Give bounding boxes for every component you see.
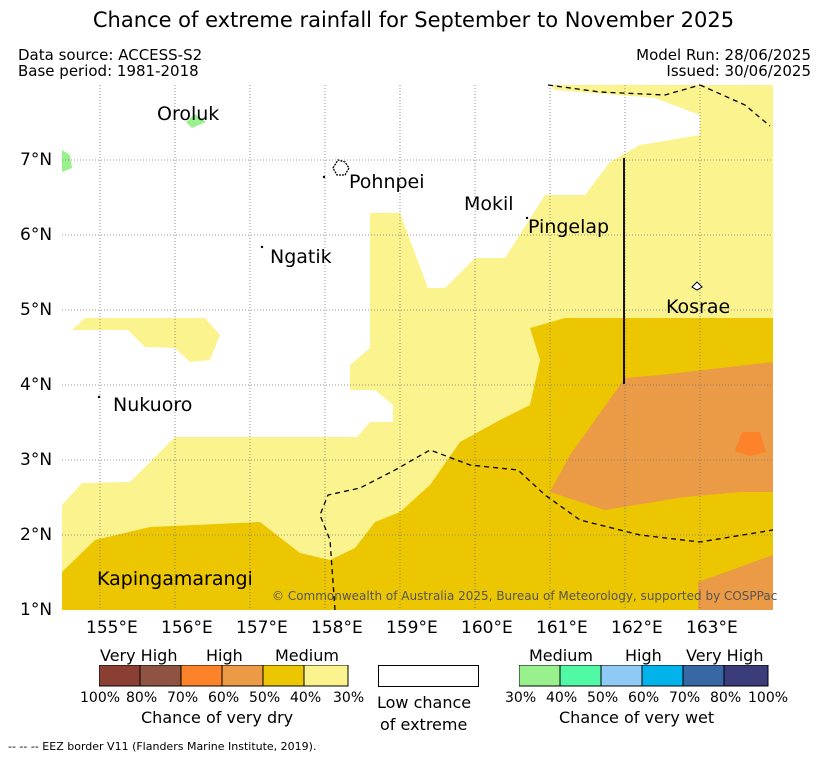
legend-wet-swatch-2 [559, 665, 602, 687]
region-high-dry-60-south [698, 555, 773, 610]
legend-wet-swatch-6 [723, 665, 769, 687]
island-label-kosrae: Kosrae [666, 296, 731, 318]
legend-dry-swatch-5 [262, 665, 305, 687]
pohnpei-dot [322, 175, 326, 179]
y-tick-label: 6°N [20, 225, 53, 245]
x-tick-label: 163°E [686, 618, 738, 638]
legend-wet-tick: 100% [748, 690, 789, 706]
y-tick-label: 7°N [20, 150, 53, 170]
data-source: Data source: ACCESS-S2 [18, 46, 203, 64]
pohnpei-island-outline [332, 159, 350, 176]
legend-neutral-swatch [378, 665, 479, 687]
legend-wet-group-medium: Medium [529, 646, 593, 665]
kosrae-island-outline [691, 281, 703, 291]
legend-dry-group-high: High [206, 646, 243, 665]
legend-wet-tick: 30% [505, 690, 537, 706]
x-tick-label: 158°E [311, 618, 363, 638]
y-tick-label: 1°N [20, 600, 53, 620]
ngatik-dot [260, 245, 264, 249]
region-high-dry-50 [62, 318, 773, 610]
legend-dry-caption: Chance of very dry [141, 708, 294, 727]
legend-dry-group-very-high: Very High [100, 646, 178, 665]
legend-dry-tick: 40% [290, 690, 322, 706]
issued-date: Issued: 30/06/2025 [666, 62, 811, 80]
island-label-mokil: Mokil [464, 193, 514, 215]
legend-wet-group-high: High [625, 646, 662, 665]
legend-wet-tick: 50% [587, 690, 619, 706]
legend-dry-tick: 30% [333, 690, 365, 706]
y-tick-label: 3°N [20, 450, 53, 470]
island-label-oroluk: Oroluk [157, 103, 220, 125]
x-tick-label: 160°E [461, 618, 513, 638]
legend-dry-swatch-1 [99, 665, 141, 687]
island-label-ngatik: Ngatik [270, 246, 332, 268]
legend-dry-group-medium: Medium [275, 646, 339, 665]
chart-title: Chance of extreme rainfall for September… [92, 8, 735, 32]
legend-wet-swatch-1 [519, 665, 561, 687]
legend-dry-tick: 100% [80, 690, 121, 706]
legend-wet-swatch-3 [600, 665, 643, 687]
legend-dry-swatch-6 [303, 665, 349, 687]
region-wet-medium-west [62, 150, 72, 172]
region-medium-dry-west [72, 318, 220, 362]
legend-dry-tick: 60% [208, 690, 240, 706]
legend-wet-caption: Chance of very wet [559, 708, 715, 727]
map-gridlines [62, 85, 773, 610]
legend-wet-tick: 80% [710, 690, 742, 706]
copyright-notice: © Commonwealth of Australia 2025, Bureau… [272, 589, 778, 603]
legend-wet-swatch-5 [682, 665, 725, 687]
legend-dry-tick: 70% [167, 690, 199, 706]
y-tick-label: 2°N [20, 525, 53, 545]
legend-wet-tick: 60% [628, 690, 660, 706]
legend-wet-colorbar [519, 665, 769, 687]
island-label-kapingamarangi: Kapingamarangi [97, 568, 253, 590]
legend-dry-tick: 80% [126, 690, 158, 706]
nukuoro-dot [97, 395, 101, 399]
x-tick-label: 156°E [161, 618, 213, 638]
legend-wet-group-very-high: Very High [686, 646, 764, 665]
eez-footnote: -- -- -- EEZ border V11 (Flanders Marine… [8, 740, 317, 753]
y-tick-label: 4°N [20, 375, 53, 395]
legend-dry-tick: 50% [249, 690, 281, 706]
island-label-pingelap: Pingelap [528, 216, 610, 238]
region-very-high-dry-70 [735, 432, 766, 456]
legend-dry-colorbar [99, 665, 349, 687]
x-tick-label: 155°E [86, 618, 138, 638]
x-tick-label: 161°E [536, 618, 588, 638]
legend-wet-swatch-4 [641, 665, 684, 687]
island-label-nukuoro: Nukuoro [113, 394, 193, 416]
legend-neutral-caption-line2: of extreme [380, 715, 468, 734]
legend-dry-swatch-2 [139, 665, 182, 687]
x-tick-label: 159°E [386, 618, 438, 638]
x-tick-label: 162°E [611, 618, 663, 638]
eez-border [319, 84, 774, 611]
legend-neutral-caption-line1: Low chance [377, 693, 472, 712]
legend-dry-swatch-3 [180, 665, 223, 687]
region-wet-medium-oroluk [186, 114, 206, 128]
region-high-dry-60 [550, 362, 773, 510]
x-tick-label: 157°E [236, 618, 288, 638]
legend-wet-tick: 40% [546, 690, 578, 706]
island-label-pohnpei: Pohnpei [349, 171, 425, 193]
legend-dry-swatch-4 [221, 665, 264, 687]
pingelap-dot [525, 216, 529, 220]
y-tick-label: 5°N [20, 300, 53, 320]
model-run: Model Run: 28/06/2025 [636, 46, 811, 64]
base-period: Base period: 1981-2018 [18, 62, 199, 80]
legend-wet-tick: 70% [669, 690, 701, 706]
